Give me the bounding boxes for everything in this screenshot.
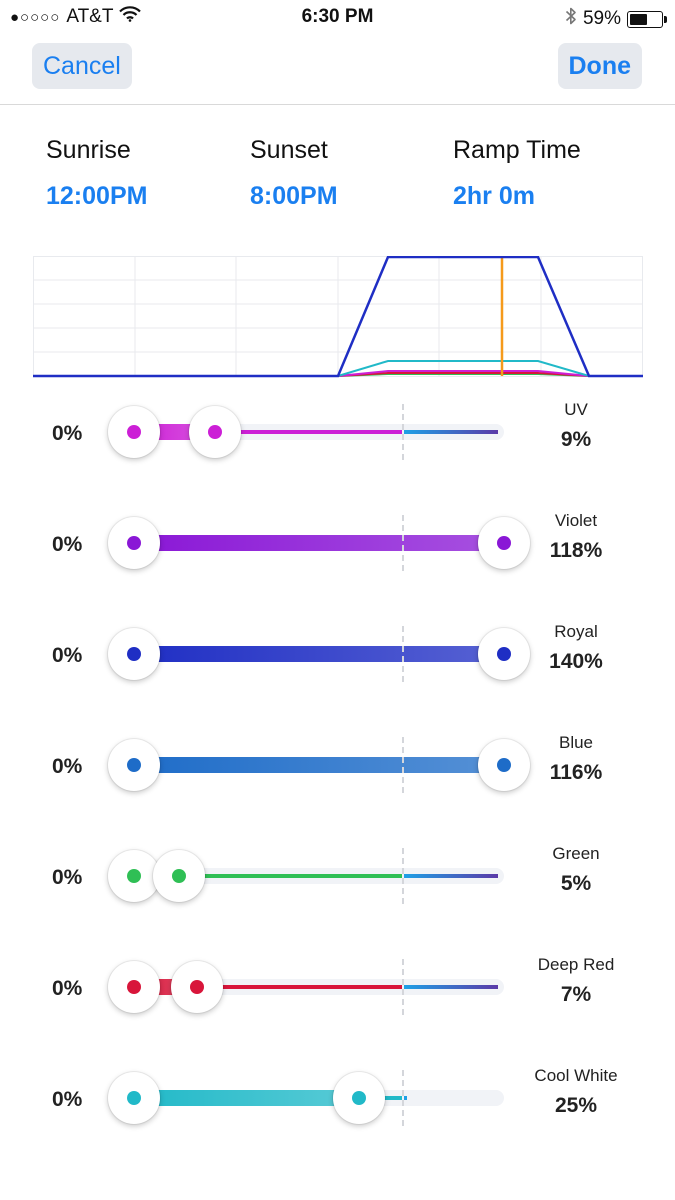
channel-min-value: 0% [52, 644, 83, 667]
chart-grid [33, 256, 643, 377]
channel-min-value: 0% [52, 866, 83, 889]
battery-icon [627, 10, 667, 28]
slider-range-fill [134, 535, 504, 551]
ramp-time-value[interactable]: 2hr 0m [453, 182, 535, 210]
min-slider-knob[interactable] [108, 628, 160, 680]
channel-row-uv: 0% UV 9% [0, 390, 675, 501]
channel-min-value: 0% [52, 422, 83, 445]
slider-overflow-line [404, 874, 498, 878]
lighting-curve-chart [33, 256, 643, 378]
slider-100-percent-marker [402, 515, 404, 571]
max-slider-knob[interactable] [333, 1072, 385, 1124]
slider-tail-line [197, 985, 402, 989]
slider-range-fill [134, 646, 504, 662]
carrier-name: AT&T [66, 6, 114, 27]
max-slider-knob[interactable] [189, 406, 241, 458]
slider-100-percent-marker [402, 626, 404, 682]
max-slider-knob[interactable] [153, 850, 205, 902]
channel-row-violet: 0% Violet 118% [0, 501, 675, 612]
sunset-value[interactable]: 8:00PM [250, 182, 338, 210]
sunrise-label: Sunrise [46, 136, 131, 164]
slider-range-fill [134, 1090, 359, 1106]
navigation-bar: Cancel Done [0, 36, 675, 105]
slider-100-percent-marker [402, 404, 404, 460]
channel-percent: 7% [560, 983, 592, 1006]
sunset-label: Sunset [250, 136, 328, 164]
channel-row-cool-white: 0% Cool White 25% [0, 1056, 675, 1167]
slider-100-percent-marker [402, 1070, 404, 1126]
channel-name: Violet [554, 511, 598, 530]
slider-range-fill [134, 757, 504, 773]
slider-overflow-line [404, 430, 498, 434]
channel-percent: 9% [560, 428, 592, 451]
status-right: 59% [565, 6, 667, 32]
min-slider-knob[interactable] [108, 406, 160, 458]
channel-percent: 25% [554, 1094, 598, 1117]
wifi-icon [119, 6, 142, 28]
royal-curve [33, 256, 643, 378]
slider-100-percent-marker [402, 737, 404, 793]
min-slider-knob[interactable] [108, 517, 160, 569]
slider-100-percent-marker [402, 848, 404, 904]
slider-tail-line [179, 874, 402, 878]
slider-tail-line [215, 430, 402, 434]
channel-percent: 116% [549, 761, 603, 784]
max-slider-knob[interactable] [171, 961, 223, 1013]
channel-name: UV [564, 400, 588, 419]
status-bar: ●○○○○ AT&T 6:30 PM 59% [0, 0, 675, 36]
max-slider-knob[interactable] [478, 628, 530, 680]
channel-row-green: 0% Green 5% [0, 834, 675, 945]
slider-overflow-line [404, 1096, 407, 1100]
ramp-time-setting[interactable]: Ramp Time 2hr 0m [453, 136, 581, 211]
signal-strength-icon: ●○○○○ [10, 8, 61, 26]
channel-name: Royal [554, 622, 598, 641]
max-slider-knob[interactable] [478, 739, 530, 791]
channel-row-royal: 0% Royal 140% [0, 612, 675, 723]
channel-percent: 118% [549, 539, 603, 562]
min-slider-knob[interactable] [108, 961, 160, 1013]
channel-percent: 5% [560, 872, 592, 895]
cancel-button[interactable]: Cancel [32, 43, 132, 89]
channel-name: Green [552, 844, 600, 863]
min-slider-knob[interactable] [108, 739, 160, 791]
min-slider-knob[interactable] [108, 1072, 160, 1124]
clock: 6:30 PM [301, 6, 374, 27]
min-slider-knob[interactable] [108, 850, 160, 902]
battery-percent: 59% [582, 8, 621, 29]
channel-row-deep-red: 0% Deep Red 7% [0, 945, 675, 1056]
bluetooth-icon [565, 6, 577, 32]
slider-100-percent-marker [402, 959, 404, 1015]
carrier-info: ●○○○○ AT&T [10, 6, 142, 28]
done-button[interactable]: Done [557, 43, 642, 89]
channel-name: Blue [558, 733, 594, 752]
slider-overflow-line [404, 985, 498, 989]
channel-min-value: 0% [52, 755, 83, 778]
sunrise-value[interactable]: 12:00PM [46, 182, 148, 210]
ramp-time-label: Ramp Time [453, 136, 581, 164]
channel-name: Cool White [534, 1066, 618, 1085]
channel-min-value: 0% [52, 1088, 83, 1111]
max-slider-knob[interactable] [478, 517, 530, 569]
channel-name: Deep Red [537, 955, 615, 974]
channel-row-blue: 0% Blue 116% [0, 723, 675, 834]
channel-min-value: 0% [52, 977, 83, 1000]
sunrise-setting[interactable]: Sunrise 12:00PM [46, 136, 147, 211]
channel-percent: 140% [549, 650, 603, 673]
channel-min-value: 0% [52, 533, 83, 556]
sunset-setting[interactable]: Sunset 8:00PM [250, 136, 338, 211]
